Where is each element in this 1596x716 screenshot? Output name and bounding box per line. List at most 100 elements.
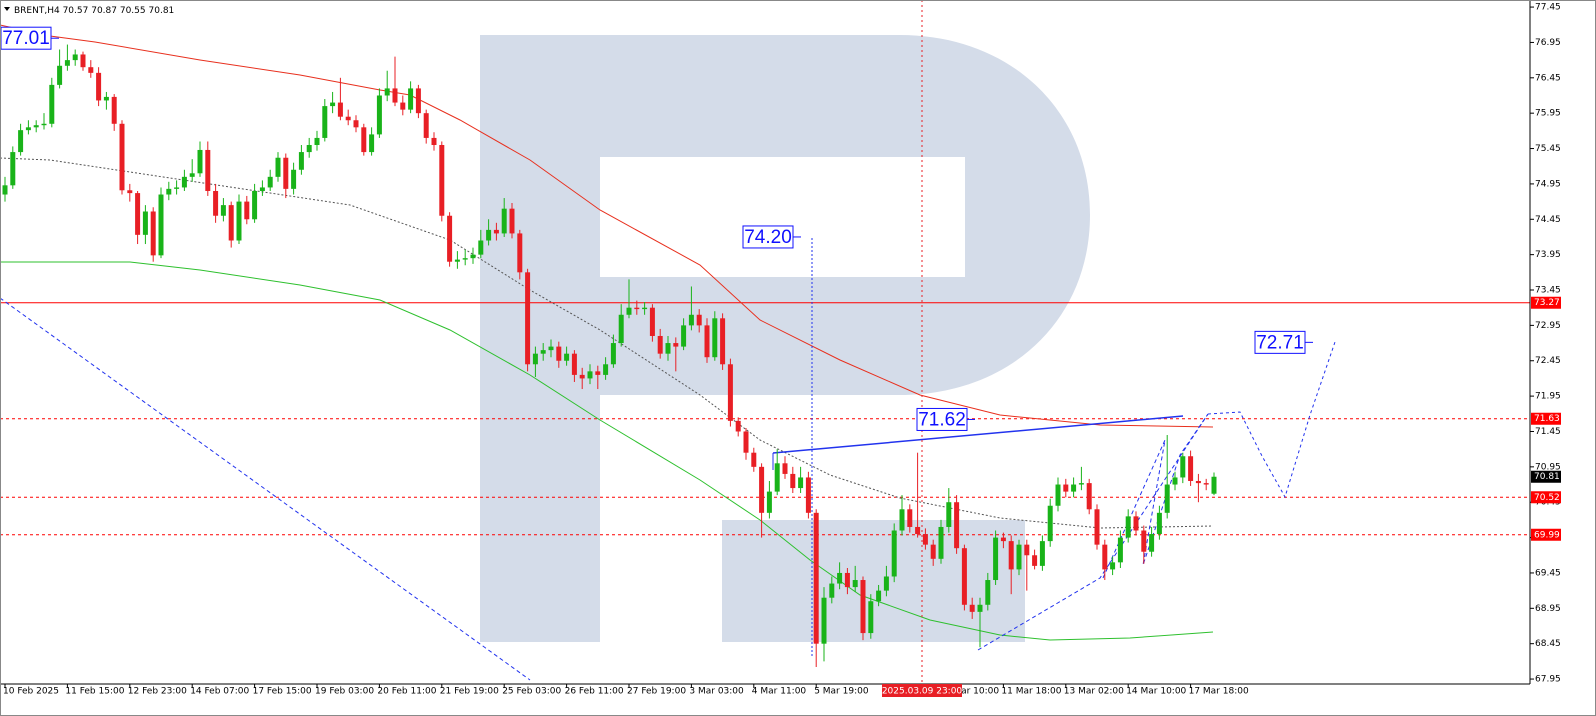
candle-body <box>220 205 226 216</box>
channel-line <box>772 415 1184 454</box>
candle-body <box>634 307 640 310</box>
x-labels: 10 Feb 2025 11 Feb 15:00 12 Feb 23:00 14 Fe… <box>3 684 1249 697</box>
candle-body <box>696 314 702 326</box>
y-tick-label: 77.45 <box>1535 3 1561 13</box>
candle-body <box>1008 541 1014 570</box>
y-tick-label: 76.45 <box>1535 73 1561 83</box>
x-tick-label: 21 Feb 19:00 <box>440 687 499 697</box>
candle-body <box>1063 484 1069 492</box>
candle-body <box>283 157 289 189</box>
candle-body <box>556 346 562 361</box>
x-tick-label: 11 Feb 15:00 <box>65 687 124 697</box>
x-tick-label: 10 Mar 10:00 <box>939 687 999 697</box>
candle-body <box>119 123 125 191</box>
candle-body <box>1047 505 1053 542</box>
x-tick-label: 12 Feb 23:00 <box>128 687 187 697</box>
candle-body <box>1016 544 1022 570</box>
x-tick-label: 19 Feb 03:00 <box>315 687 374 697</box>
candle-body <box>587 371 593 379</box>
level-label: 71.63 <box>1534 414 1560 424</box>
y-tick-label: 72.95 <box>1535 321 1561 331</box>
candle-body <box>1203 483 1209 485</box>
candle-body <box>49 84 55 124</box>
y-tick-label: 67.95 <box>1535 675 1561 685</box>
candle-body <box>493 229 499 234</box>
candle-body <box>174 187 180 189</box>
candle-body <box>431 137 437 146</box>
level-label: 69.99 <box>1534 530 1560 540</box>
candle-body <box>704 325 710 358</box>
annotation-label: 77.01 <box>2 28 50 49</box>
candle-body <box>977 604 983 612</box>
forecast-line <box>1207 341 1336 499</box>
candle-body <box>189 173 195 177</box>
candle-body <box>883 576 889 591</box>
candle-body <box>665 343 671 354</box>
candle-body <box>1149 534 1155 552</box>
candle-body <box>579 374 585 379</box>
candle-body <box>595 371 601 375</box>
candle-body <box>462 258 468 260</box>
price-label: 70.81 <box>1534 472 1560 482</box>
level-label-box <box>1531 491 1561 504</box>
moving-average-green <box>0 261 1214 641</box>
candle-body <box>158 194 164 256</box>
crosshair-label-text: 2025.03.09 23:00 <box>882 687 963 697</box>
annotations: 77.01 74.20 71.62 72.71 <box>0 26 1313 431</box>
x-tick-label: 20 Feb 11:00 <box>377 687 436 697</box>
candle-body <box>1156 512 1162 535</box>
candle-body <box>610 343 616 365</box>
candle-body <box>18 130 24 153</box>
candle-body <box>618 314 624 344</box>
candle-body <box>1032 555 1038 566</box>
candle-body <box>517 233 523 273</box>
candle-body <box>213 190 219 216</box>
candle-body <box>1055 484 1061 506</box>
y-tick-label: 68.45 <box>1535 639 1561 649</box>
candle-body <box>314 137 320 146</box>
header-text: BRENT,H4 70.57 70.87 70.55 70.81 <box>14 6 174 16</box>
candle-body <box>306 145 312 153</box>
candle-body <box>1180 456 1186 478</box>
x-tick-label: 4 Mar 11:00 <box>752 687 807 697</box>
candle-body <box>876 590 882 602</box>
candle-body <box>743 431 749 453</box>
candle-body <box>1094 509 1100 545</box>
candle-body <box>80 54 86 68</box>
y-tick-label: 76.95 <box>1535 38 1561 48</box>
candle-body <box>2 185 8 195</box>
y-tick-label: 75.45 <box>1535 144 1561 154</box>
candle-body <box>181 176 187 188</box>
level-label: 70.52 <box>1534 493 1560 503</box>
price-label-box <box>1531 470 1561 483</box>
candle-body <box>813 512 819 644</box>
forecast-line <box>977 413 1209 651</box>
moving-average-red <box>0 24 1214 428</box>
candle-body <box>88 67 94 73</box>
candle-body <box>681 325 687 347</box>
candle-body <box>64 60 70 66</box>
candle-body <box>642 307 648 310</box>
candle-body <box>1078 483 1084 485</box>
candle-body <box>150 211 156 256</box>
close: 70.81 <box>149 6 175 16</box>
crosshair-label-box <box>882 684 962 697</box>
x-tick-label: 11 Mar 18:00 <box>1001 687 1061 697</box>
candle-body <box>447 215 453 262</box>
y-tick-label: 75.95 <box>1535 109 1561 119</box>
y-tick-label: 74.45 <box>1535 215 1561 225</box>
candle-body <box>969 604 975 612</box>
level-label-box <box>1531 296 1561 309</box>
candle-body <box>548 346 554 351</box>
candle-body <box>353 120 359 128</box>
candle-body <box>837 572 843 584</box>
candle-body <box>111 96 117 124</box>
annotation-label: 71.62 <box>918 409 966 430</box>
candle-body <box>197 149 203 174</box>
candle-body <box>337 102 343 117</box>
y-tick-label: 70.95 <box>1535 462 1561 472</box>
candle-body <box>1110 562 1116 570</box>
candle-body <box>501 208 507 234</box>
candle-body <box>899 509 905 531</box>
